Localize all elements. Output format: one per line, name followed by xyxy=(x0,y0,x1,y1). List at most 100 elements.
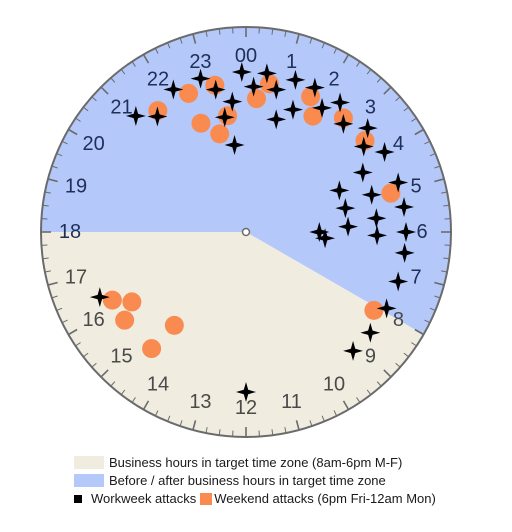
workweek-attack-marker xyxy=(352,162,373,183)
tick-mark xyxy=(68,128,78,136)
tick-mark xyxy=(142,54,150,64)
workweek-attack-marker xyxy=(374,142,395,162)
tick-mark xyxy=(383,86,392,95)
minute-ticks xyxy=(41,27,451,437)
workweek-attack-marker xyxy=(343,340,364,361)
workweek-attack-marker xyxy=(353,136,374,157)
tick-mark xyxy=(366,389,372,395)
tick-mark xyxy=(47,281,58,286)
tick-mark xyxy=(441,191,448,194)
workweek-attack-marker xyxy=(366,208,387,229)
tick-mark xyxy=(383,369,392,378)
tick-mark xyxy=(83,352,89,358)
tick-mark xyxy=(110,381,116,387)
tick-mark xyxy=(342,54,350,64)
tick-mark xyxy=(321,415,325,422)
tick-mark xyxy=(443,204,450,207)
tick-mark xyxy=(205,427,208,434)
tick-mark xyxy=(342,400,350,410)
hour-label: 10 xyxy=(323,373,345,395)
hour-label: 5 xyxy=(410,175,421,197)
tick-mark xyxy=(434,281,445,286)
hour-label: 20 xyxy=(82,133,104,155)
workweek-attack-marker xyxy=(243,76,264,97)
tick-mark xyxy=(75,117,81,122)
workweek-attack-marker xyxy=(89,287,110,308)
weekend-attack-marker xyxy=(381,183,401,203)
hour-label: 17 xyxy=(65,267,87,289)
time-zone-sectors xyxy=(41,27,451,437)
weekend-attack-marker xyxy=(364,300,384,320)
hour-label: 18 xyxy=(59,221,81,243)
hour-label: 4 xyxy=(393,133,404,155)
weekend-attack-marker xyxy=(301,87,321,107)
hour-label: 19 xyxy=(65,175,87,197)
hour-label: 23 xyxy=(189,51,211,73)
hour-label: 8 xyxy=(393,309,404,331)
tick-mark xyxy=(42,257,49,260)
tick-mark xyxy=(284,427,287,434)
weekend-attack-marker xyxy=(142,339,162,359)
weekend-attack-marker xyxy=(247,89,267,109)
tick-mark xyxy=(56,153,63,157)
tick-mark xyxy=(131,61,136,67)
tick-mark xyxy=(434,295,441,299)
tick-mark xyxy=(376,381,382,387)
tick-mark xyxy=(51,295,58,299)
workweek-attack-marker xyxy=(205,79,226,100)
workweek-attack-marker xyxy=(231,62,252,83)
tick-mark xyxy=(429,153,436,157)
tick-mark xyxy=(218,429,221,436)
weekend-attack-marker xyxy=(115,310,135,330)
workweek-attack-marker xyxy=(357,118,378,139)
workweek-attack-marker xyxy=(236,382,256,402)
tick-mark xyxy=(309,37,313,44)
workweek-attack-marker xyxy=(309,222,330,242)
workweek-attack-marker xyxy=(376,298,397,319)
workweek-attack-marker xyxy=(329,180,350,201)
hour-label: 14 xyxy=(147,373,169,395)
tick-mark xyxy=(142,400,150,410)
workweek-attack-marker xyxy=(388,271,409,292)
tick-mark xyxy=(411,117,417,122)
workweek-attack-marker xyxy=(330,92,351,113)
hour-label: 22 xyxy=(147,69,169,91)
workweek-attack-marker xyxy=(214,107,235,128)
tick-mark xyxy=(333,47,338,54)
workweek-attack-marker xyxy=(360,322,381,343)
tick-mark xyxy=(395,96,401,102)
tick-mark xyxy=(192,420,197,431)
tick-mark xyxy=(295,33,300,44)
tick-mark xyxy=(51,165,58,169)
tick-mark xyxy=(75,342,81,347)
hour-label: 3 xyxy=(365,97,376,119)
tick-mark xyxy=(395,362,401,368)
workweek-attack-marker xyxy=(266,109,287,130)
tick-mark xyxy=(42,204,49,207)
workweek-attack-marker xyxy=(147,106,168,127)
workweek-attack-marker xyxy=(222,91,243,112)
workweek-attack-marker xyxy=(335,198,356,219)
tick-mark xyxy=(414,328,424,336)
tick-mark xyxy=(154,47,159,54)
hour-label: 12 xyxy=(235,397,257,419)
tick-mark xyxy=(44,191,51,194)
tick-mark xyxy=(110,77,116,83)
tick-mark xyxy=(167,42,171,49)
business-hours-sector xyxy=(41,232,433,437)
workweek-attack-marker xyxy=(224,135,245,156)
workweek-attack-marker xyxy=(256,63,277,84)
workweek-attack-marker xyxy=(396,222,416,242)
tick-mark xyxy=(443,257,450,260)
hour-label: 11 xyxy=(281,391,302,413)
tick-mark xyxy=(414,128,424,136)
tick-mark xyxy=(167,415,171,422)
tick-mark xyxy=(411,342,417,347)
workweek-attack-marker xyxy=(394,196,415,217)
weekend-attack-marker xyxy=(191,113,211,133)
tick-mark xyxy=(309,420,313,427)
tick-mark xyxy=(403,352,409,358)
workweek-attack-marker xyxy=(333,113,354,134)
tick-mark xyxy=(295,420,300,431)
tick-mark xyxy=(179,420,183,427)
